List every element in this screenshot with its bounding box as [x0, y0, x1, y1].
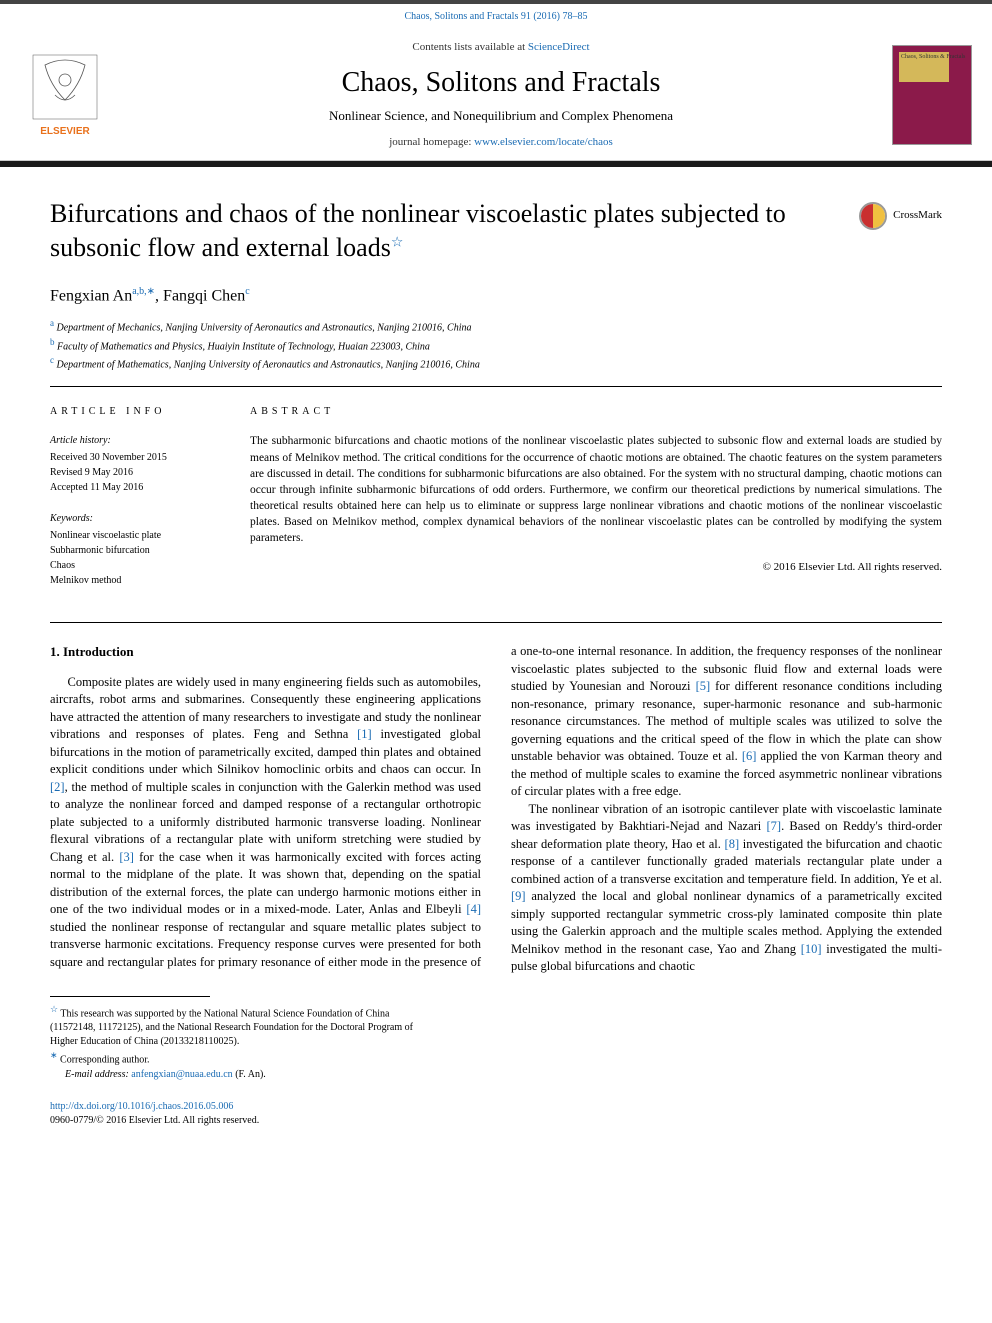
- journal-title: Chaos, Solitons and Fractals: [130, 63, 872, 102]
- ref-link-3[interactable]: [3]: [119, 850, 134, 864]
- homepage-link[interactable]: www.elsevier.com/locate/chaos: [474, 136, 613, 148]
- corr-symbol: ∗: [50, 1050, 58, 1060]
- journal-subtitle: Nonlinear Science, and Nonequilibrium an…: [130, 107, 872, 125]
- ref-link-2[interactable]: [2]: [50, 780, 65, 794]
- doi-link[interactable]: http://dx.doi.org/10.1016/j.chaos.2016.0…: [50, 1101, 233, 1112]
- title-note-symbol: ☆: [391, 235, 404, 250]
- aff-text: Department of Mechanics, Nanjing Univers…: [57, 323, 472, 334]
- crossmark-label: CrossMark: [893, 208, 942, 223]
- aff-sup: a: [50, 318, 54, 328]
- keyword-item: Melnikov method: [50, 573, 226, 588]
- author-1-name: Fengxian An: [50, 287, 132, 304]
- bottom-info: http://dx.doi.org/10.1016/j.chaos.2016.0…: [0, 1092, 992, 1148]
- body-paragraph: The nonlinear vibration of an isotropic …: [511, 801, 942, 976]
- article-info: article info Article history: Received 3…: [50, 405, 250, 604]
- affiliation-row: b Faculty of Mathematics and Physics, Hu…: [50, 336, 942, 354]
- homepage-prefix: journal homepage:: [389, 136, 474, 148]
- funding-symbol: ☆: [50, 1004, 58, 1014]
- ref-link-8[interactable]: [8]: [725, 837, 740, 851]
- abstract-heading: abstract: [250, 405, 942, 419]
- ref-link-1[interactable]: [1]: [357, 727, 372, 741]
- title-section: Bifurcations and chaos of the nonlinear …: [0, 167, 992, 275]
- contents-line: Contents lists available at ScienceDirec…: [130, 40, 872, 55]
- affiliation-row: c Department of Mathematics, Nanjing Uni…: [50, 354, 942, 372]
- history-item: Received 30 November 2015: [50, 450, 226, 465]
- corr-label: Corresponding author.: [60, 1055, 149, 1066]
- history-label: Article history:: [50, 433, 226, 448]
- email-link[interactable]: anfengxian@nuaa.edu.cn: [131, 1069, 232, 1080]
- author-1-sup: a,b,∗: [132, 286, 155, 297]
- keyword-item: Nonlinear viscoelastic plate: [50, 528, 226, 543]
- keyword-item: Subharmonic bifurcation: [50, 543, 226, 558]
- affiliations: a Department of Mechanics, Nanjing Unive…: [0, 313, 992, 386]
- ref-link-9[interactable]: [9]: [511, 889, 526, 903]
- contents-prefix: Contents lists available at: [412, 41, 527, 53]
- keyword-item: Chaos: [50, 558, 226, 573]
- ref-link-7[interactable]: [7]: [767, 819, 782, 833]
- article-info-heading: article info: [50, 405, 226, 419]
- info-abstract-row: article info Article history: Received 3…: [0, 387, 992, 622]
- cover-label: Chaos, Solitons & Fractals: [901, 54, 965, 61]
- email-label: E-mail address:: [65, 1069, 131, 1080]
- homepage-line: journal homepage: www.elsevier.com/locat…: [130, 135, 872, 150]
- issn-copyright: 0960-0779/© 2016 Elsevier Ltd. All right…: [50, 1114, 942, 1128]
- crossmark-icon: [859, 202, 887, 230]
- author-2-name: Fangqi Chen: [163, 287, 245, 304]
- sciencedirect-link[interactable]: ScienceDirect: [528, 41, 590, 53]
- corresponding-note: ∗ Corresponding author.: [50, 1049, 420, 1067]
- history-item: Accepted 11 May 2016: [50, 480, 226, 495]
- journal-header: ELSEVIER Contents lists available at Sci…: [0, 30, 992, 161]
- header-center: Contents lists available at ScienceDirec…: [110, 40, 892, 150]
- footnotes-rule: [50, 996, 210, 997]
- history-block: Article history: Received 30 November 20…: [50, 433, 226, 495]
- keywords-label: Keywords:: [50, 511, 226, 526]
- aff-sup: b: [50, 337, 55, 347]
- email-note: E-mail address: anfengxian@nuaa.edu.cn (…: [50, 1068, 420, 1082]
- footnotes: ☆ This research was supported by the Nat…: [0, 986, 470, 1092]
- svg-text:ELSEVIER: ELSEVIER: [40, 126, 90, 137]
- aff-sup: c: [50, 355, 54, 365]
- keywords-block: Keywords: Nonlinear viscoelastic plate S…: [50, 511, 226, 588]
- paper-title: Bifurcations and chaos of the nonlinear …: [50, 197, 942, 265]
- abstract: abstract The subharmonic bifurcations an…: [250, 405, 942, 604]
- aff-text: Department of Mathematics, Nanjing Unive…: [57, 359, 480, 370]
- abstract-text: The subharmonic bifurcations and chaotic…: [250, 433, 942, 546]
- crossmark-badge[interactable]: CrossMark: [859, 202, 942, 230]
- citation-line: Chaos, Solitons and Fractals 91 (2016) 7…: [0, 4, 992, 30]
- journal-cover-thumb: Chaos, Solitons & Fractals: [892, 45, 972, 145]
- author-sep: ,: [155, 287, 163, 304]
- ref-link-10[interactable]: [10]: [801, 942, 822, 956]
- citation-text[interactable]: Chaos, Solitons and Fractals 91 (2016) 7…: [404, 11, 587, 22]
- ref-link-6[interactable]: [6]: [742, 749, 757, 763]
- section-heading: 1. Introduction: [50, 643, 481, 661]
- affiliation-row: a Department of Mechanics, Nanjing Unive…: [50, 317, 942, 335]
- aff-text: Faculty of Mathematics and Physics, Huai…: [57, 341, 430, 352]
- body-two-column: 1. Introduction Composite plates are wid…: [0, 623, 992, 986]
- email-suffix: (F. An).: [233, 1069, 266, 1080]
- history-item: Revised 9 May 2016: [50, 465, 226, 480]
- ref-link-5[interactable]: [5]: [696, 679, 711, 693]
- ref-link-4[interactable]: [4]: [466, 902, 481, 916]
- title-text: Bifurcations and chaos of the nonlinear …: [50, 199, 786, 262]
- funding-text: This research was supported by the Natio…: [50, 1008, 413, 1047]
- funding-note: ☆ This research was supported by the Nat…: [50, 1003, 420, 1049]
- author-2-sup: c: [245, 286, 249, 297]
- elsevier-logo: ELSEVIER: [20, 45, 110, 145]
- authors-line: Fengxian Ana,b,∗, Fangqi Chenc: [0, 275, 992, 314]
- abstract-copyright: © 2016 Elsevier Ltd. All rights reserved…: [250, 560, 942, 575]
